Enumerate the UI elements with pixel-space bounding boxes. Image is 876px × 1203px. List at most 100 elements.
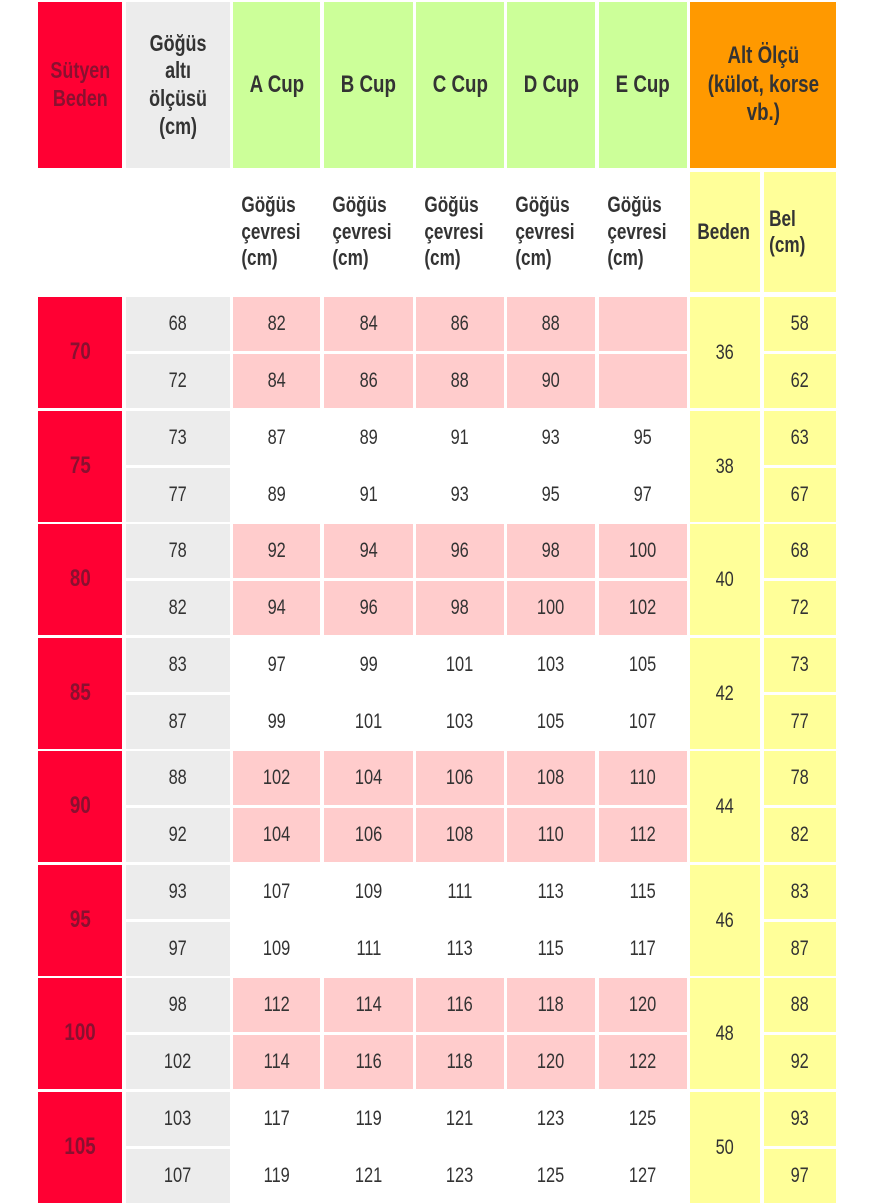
- bust-cell-e: 95: [599, 411, 687, 465]
- bust-cell-c: 103: [416, 695, 504, 749]
- bust-cell-d: 93: [507, 411, 595, 465]
- bust-subheader: Göğüs çevresi (cm): [507, 172, 595, 292]
- bust-cell-d: 105: [507, 695, 595, 749]
- bust-cell-e: 120: [599, 978, 687, 1032]
- waist-cell: 97: [764, 1149, 836, 1203]
- bust-cell-d: 125: [507, 1149, 595, 1203]
- waist-cell: 88: [764, 978, 836, 1032]
- bra-size-cell: 70: [38, 297, 122, 408]
- underbust-cell: 98: [126, 978, 230, 1032]
- bust-cell-a: 84: [233, 354, 320, 408]
- bust-cell-c: 88: [416, 354, 504, 408]
- underbust-cell: 77: [126, 468, 230, 522]
- bust-cell-e: 127: [599, 1149, 687, 1203]
- bra-size-header: Sütyen Beden: [38, 2, 122, 168]
- underbust-cell: 93: [126, 865, 230, 919]
- underbust-cell: 102: [126, 1035, 230, 1089]
- bust-cell-c: 108: [416, 808, 504, 862]
- bust-cell-e: 107: [599, 695, 687, 749]
- bust-cell-d: 100: [507, 581, 595, 635]
- bust-cell-c: 113: [416, 922, 504, 976]
- bust-cell-a: 117: [233, 1092, 320, 1146]
- bust-cell-e: 122: [599, 1035, 687, 1089]
- waist-cell: 63: [764, 411, 836, 465]
- underbust-cell: 107: [126, 1149, 230, 1203]
- bra-size-cell: 80: [38, 524, 122, 635]
- bust-cell-d: 90: [507, 354, 595, 408]
- bust-cell-d: 88: [507, 297, 595, 351]
- bust-cell-d: 98: [507, 524, 595, 578]
- bust-cell-d: 123: [507, 1092, 595, 1146]
- bust-cell-a: 99: [233, 695, 320, 749]
- bust-cell-c: 111: [416, 865, 504, 919]
- bust-subheader: Göğüs çevresi (cm): [233, 172, 320, 292]
- bust-cell-b: 91: [324, 468, 413, 522]
- waist-cell: 58: [764, 297, 836, 351]
- underbust-cell: 82: [126, 581, 230, 635]
- bust-cell-c: 123: [416, 1149, 504, 1203]
- bust-cell-c: 116: [416, 978, 504, 1032]
- cup-header-a: A Cup: [233, 2, 320, 168]
- bust-cell-a: 104: [233, 808, 320, 862]
- bust-cell-c: 118: [416, 1035, 504, 1089]
- cup-header-b: B Cup: [324, 2, 413, 168]
- bust-cell-a: 112: [233, 978, 320, 1032]
- bust-cell-d: 115: [507, 922, 595, 976]
- bust-cell-a: 107: [233, 865, 320, 919]
- underbust-cell: 88: [126, 751, 230, 805]
- cup-header-c: C Cup: [416, 2, 504, 168]
- bust-cell-a: 94: [233, 581, 320, 635]
- bust-cell-c: 121: [416, 1092, 504, 1146]
- bra-size-cell: 100: [38, 978, 122, 1089]
- bust-cell-c: 96: [416, 524, 504, 578]
- lower-size-cell: 36: [690, 297, 760, 408]
- bust-cell-e: 115: [599, 865, 687, 919]
- bust-cell-b: 99: [324, 638, 413, 692]
- bust-cell-c: 86: [416, 297, 504, 351]
- waist-cell: 83: [764, 865, 836, 919]
- underbust-cell: 97: [126, 922, 230, 976]
- bust-cell-e: 125: [599, 1092, 687, 1146]
- bust-cell-e: 110: [599, 751, 687, 805]
- bust-cell-c: 101: [416, 638, 504, 692]
- waist-cell: 92: [764, 1035, 836, 1089]
- bust-cell-e: [599, 297, 687, 351]
- waist-subheader: Bel (cm): [764, 172, 836, 292]
- underbust-cell: 78: [126, 524, 230, 578]
- underbust-header: Göğüs altı ölçüsü (cm): [126, 2, 230, 168]
- bust-cell-b: 94: [324, 524, 413, 578]
- bust-cell-d: 120: [507, 1035, 595, 1089]
- bust-cell-a: 97: [233, 638, 320, 692]
- lower-size-cell: 42: [690, 638, 760, 749]
- underbust-cell: 73: [126, 411, 230, 465]
- bust-cell-b: 106: [324, 808, 413, 862]
- bust-cell-b: 116: [324, 1035, 413, 1089]
- bust-cell-d: 95: [507, 468, 595, 522]
- underbust-cell: 72: [126, 354, 230, 408]
- bust-cell-b: 86: [324, 354, 413, 408]
- bust-cell-e: [599, 354, 687, 408]
- waist-cell: 68: [764, 524, 836, 578]
- bra-size-cell: 105: [38, 1092, 122, 1203]
- waist-cell: 87: [764, 922, 836, 976]
- bust-cell-e: 100: [599, 524, 687, 578]
- bust-subheader: Göğüs çevresi (cm): [599, 172, 687, 292]
- bust-cell-c: 106: [416, 751, 504, 805]
- bust-cell-c: 98: [416, 581, 504, 635]
- waist-cell: 77: [764, 695, 836, 749]
- bust-cell-d: 108: [507, 751, 595, 805]
- underbust-cell: 92: [126, 808, 230, 862]
- bust-subheader: Göğüs çevresi (cm): [324, 172, 413, 292]
- lower-size-cell: 44: [690, 751, 760, 862]
- cup-header-e: E Cup: [599, 2, 687, 168]
- bust-cell-e: 102: [599, 581, 687, 635]
- lower-size-header: Alt Ölçü (külot, korse vb.): [690, 2, 836, 168]
- bust-cell-b: 109: [324, 865, 413, 919]
- bust-cell-b: 119: [324, 1092, 413, 1146]
- bust-cell-c: 91: [416, 411, 504, 465]
- bust-cell-d: 103: [507, 638, 595, 692]
- bust-cell-a: 82: [233, 297, 320, 351]
- waist-cell: 72: [764, 581, 836, 635]
- bust-cell-a: 119: [233, 1149, 320, 1203]
